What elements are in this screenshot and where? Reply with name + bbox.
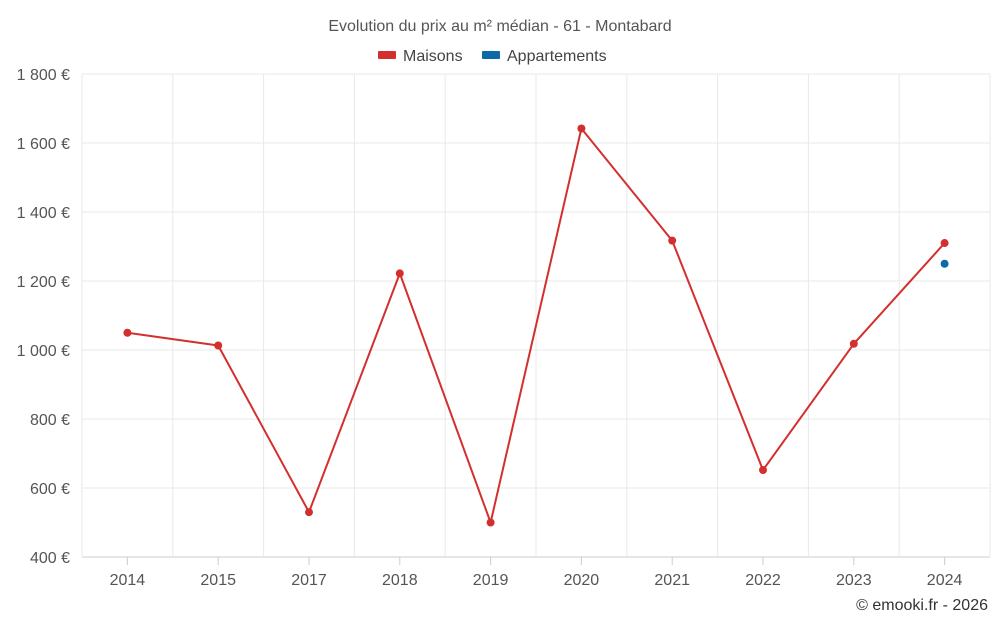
series-line-maisons [127, 127, 946, 524]
data-point-maisons[interactable]: Maisons 2014: 1050 € [123, 328, 132, 337]
y-tick-label: 800 € [30, 412, 70, 429]
data-point-maisons[interactable]: Maisons 2021: 1317 € [668, 236, 677, 245]
x-tick-label: 2022 [745, 572, 781, 589]
legend-item-appartements[interactable]: Appartements [482, 48, 607, 65]
x-tick-label: 2017 [291, 572, 327, 589]
y-tick-label: 600 € [30, 481, 70, 498]
x-tick-label: 2014 [110, 572, 146, 589]
legend-swatch-maisons [378, 51, 396, 59]
x-tick-label: 2019 [473, 572, 509, 589]
x-tick-label: 2018 [382, 572, 418, 589]
legend-label-maisons: Maisons [403, 48, 463, 65]
x-tick-label: 2024 [927, 572, 963, 589]
gridlines [81, 73, 991, 558]
data-point-maisons[interactable]: Maisons 2015: 1013 € [214, 341, 223, 350]
y-tick-label: 400 € [30, 550, 70, 567]
data-point-maisons[interactable]: Maisons 2023: 1018 € [849, 339, 858, 348]
y-tick-label: 1 600 € [17, 136, 70, 153]
data-point-maisons[interactable]: Maisons 2022: 652 € [759, 466, 767, 475]
legend: Maisons Appartements [378, 48, 607, 65]
x-axis: 2014 2015 2017 2018 2019 2020 2021 2022 2023 2024 [110, 557, 963, 589]
chart-title: Evolution du prix au m² médian - 61 - Mo… [328, 18, 671, 35]
legend-label-appartements: Appartements [507, 48, 607, 65]
y-tick-label: 1 800 € [17, 67, 70, 84]
data-point-maisons[interactable]: Maisons 2020: 1642 € [577, 124, 586, 133]
y-tick-label: 1 000 € [17, 343, 70, 360]
data-point-maisons[interactable]: Maisons 2017: 530 € [305, 508, 313, 517]
credit-text: © emooki.fr - 2026 [856, 597, 988, 614]
y-tick-label: 1 400 € [17, 205, 70, 222]
series: Maisons 2014: 1050 € Maisons 2015: 1013 €… [123, 124, 949, 527]
data-point-maisons[interactable]: Maisons 2024: 1310 € [940, 239, 949, 248]
x-tick-label: 2020 [564, 572, 600, 589]
data-point-appartements[interactable]: Appartements 2024: 1250 € [940, 259, 949, 268]
x-tick-label: 2021 [654, 572, 690, 589]
data-point-maisons[interactable]: Maisons 2019: 500 € [486, 518, 495, 527]
legend-swatch-appartements [482, 51, 500, 59]
x-tick-label: 2015 [200, 572, 236, 589]
y-tick-label: 1 200 € [17, 274, 70, 291]
data-point-maisons[interactable]: Maisons 2018: 1222 € [395, 269, 404, 278]
legend-item-maisons[interactable]: Maisons [378, 48, 463, 65]
y-axis: 400 € 600 € 800 € 1 000 € 1 200 € 1 400 € 1 60… [17, 67, 70, 567]
x-tick-label: 2023 [836, 572, 872, 589]
